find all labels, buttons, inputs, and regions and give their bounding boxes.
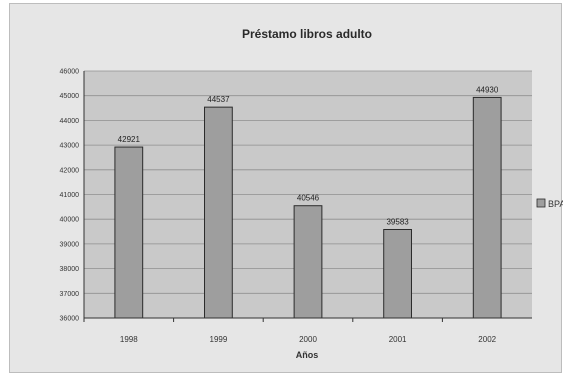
y-tick-label: 38000 (60, 266, 80, 273)
data-labels: 42921 44537 40546 39583 44930 (118, 85, 499, 226)
data-label: 44537 (207, 95, 230, 104)
x-tick-label: 2002 (478, 335, 496, 344)
bar-1999 (204, 106, 233, 319)
bar-2000 (293, 205, 323, 319)
y-tick-label: 36000 (60, 316, 80, 323)
legend-label: BPA (548, 199, 563, 209)
x-tick-label: 2000 (299, 335, 317, 344)
x-tick-label: 2001 (389, 335, 407, 344)
legend: BPA (536, 198, 563, 209)
x-axis-title: Años (296, 350, 319, 360)
chart-frame: Préstamo libros adulto 36000 37000 38000 39… (9, 3, 563, 373)
y-tick-label: 46000 (60, 69, 80, 76)
x-tick-label: 1998 (120, 335, 138, 344)
y-tick-label: 42000 (60, 167, 80, 174)
bar-2001 (383, 228, 412, 319)
bars (114, 96, 502, 319)
y-axis-ticks: 36000 37000 38000 39000 40000 41000 42000 43000… (60, 69, 80, 323)
bar-chart: Préstamo libros adulto 36000 37000 38000 39… (60, 27, 563, 360)
y-tick-label: 44000 (60, 118, 80, 125)
chart-title: Préstamo libros adulto (242, 27, 372, 41)
y-tick-label: 41000 (60, 192, 80, 199)
x-axis-ticks: 1998 1999 2000 2001 2002 (83, 318, 497, 344)
bar-1998 (114, 146, 144, 319)
legend-swatch (536, 198, 546, 208)
data-label: 39583 (386, 217, 409, 226)
bar-2002 (472, 96, 502, 319)
y-tick-label: 37000 (60, 291, 80, 298)
data-label: 40546 (297, 194, 320, 203)
data-label: 44930 (476, 85, 499, 94)
y-tick-label: 39000 (60, 241, 80, 248)
y-tick-label: 45000 (60, 93, 80, 100)
data-label: 42921 (118, 135, 141, 144)
y-tick-label: 43000 (60, 143, 80, 150)
x-tick-label: 1999 (210, 335, 228, 344)
y-tick-label: 40000 (60, 217, 80, 224)
